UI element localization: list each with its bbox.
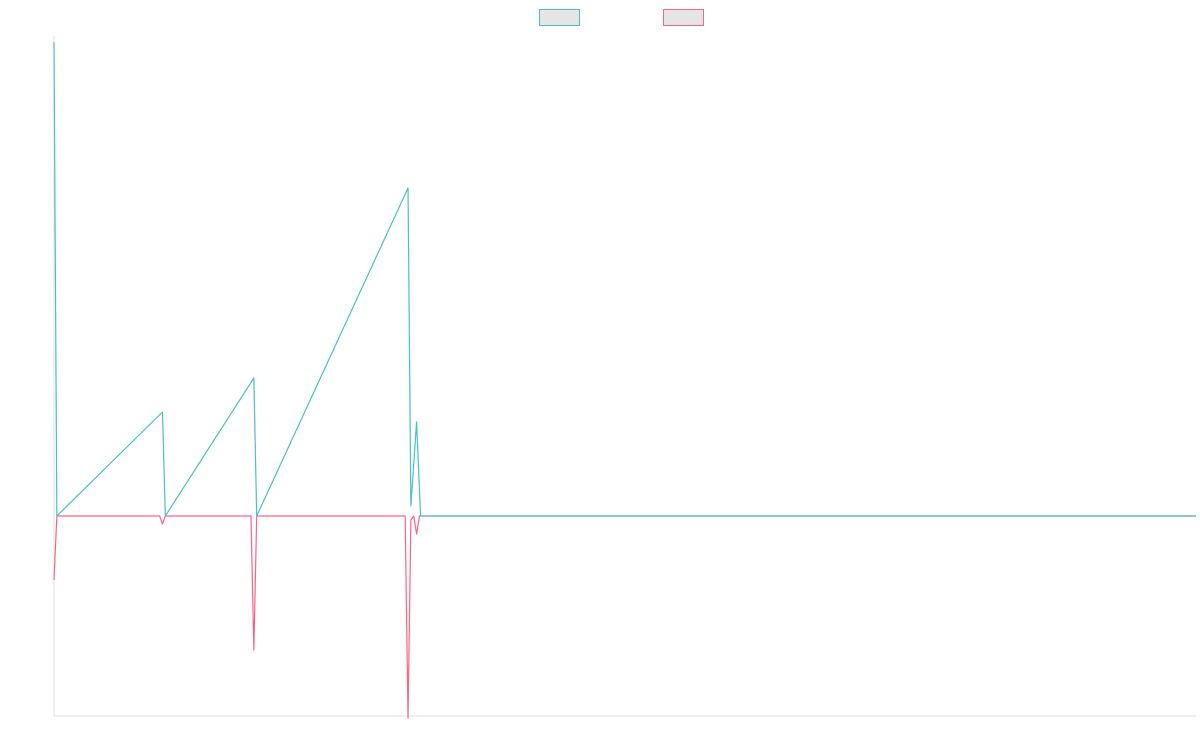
series-layer <box>53 41 1196 719</box>
legend <box>539 9 704 26</box>
axes <box>53 36 1196 717</box>
series-line-2 <box>53 515 1196 719</box>
legend-swatch-2 <box>663 9 704 26</box>
series-line-1 <box>53 41 1196 517</box>
legend-swatch-1 <box>539 9 580 26</box>
